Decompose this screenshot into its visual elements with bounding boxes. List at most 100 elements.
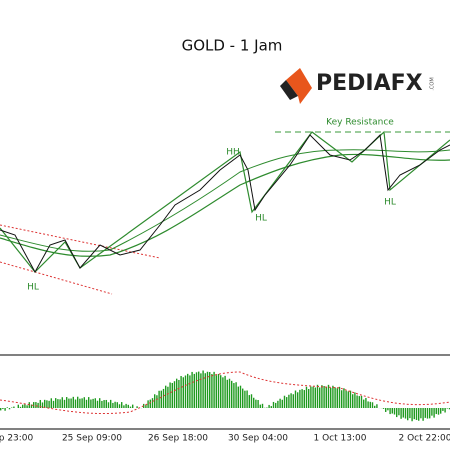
x-tick-label: p 23:00	[0, 434, 34, 444]
histogram-bar	[337, 388, 338, 408]
histogram-bar	[317, 385, 318, 408]
histogram-bar	[169, 382, 170, 408]
histogram-bar	[147, 400, 148, 408]
histogram-bar	[185, 376, 186, 408]
histogram-bar	[367, 401, 368, 408]
histogram-bar	[321, 385, 322, 408]
histogram-bar	[37, 403, 38, 408]
x-tick-label: 30 Sep 04:00	[228, 434, 288, 444]
histogram-bar	[2, 408, 3, 409]
histogram-bar	[18, 405, 19, 408]
histogram-bar	[257, 400, 258, 408]
histogram-bar	[372, 402, 373, 408]
histogram-bar	[341, 390, 342, 408]
histogram-bar	[343, 388, 344, 408]
histogram-bar	[396, 408, 397, 417]
histogram-bar	[161, 391, 162, 408]
histogram-bar	[42, 402, 43, 408]
histogram-bar	[68, 399, 69, 408]
histogram-bar	[389, 408, 390, 414]
histogram-bar	[88, 397, 89, 408]
histogram-bar	[306, 387, 307, 408]
histogram-bar	[323, 386, 324, 408]
histogram-bar	[277, 401, 278, 408]
histogram-bar	[385, 408, 386, 412]
histogram-bar	[268, 405, 269, 408]
histogram-bar	[436, 408, 437, 414]
histogram-bar	[260, 405, 261, 408]
histogram-bar	[70, 399, 71, 408]
histogram-bar	[101, 401, 102, 408]
x-tick-label: 1 Oct 13:00	[314, 434, 367, 444]
histogram-bar	[13, 407, 14, 408]
histogram-bar	[288, 395, 289, 408]
histogram-bar	[328, 385, 329, 408]
histogram-bar	[0, 408, 1, 410]
histogram-bar	[227, 380, 228, 408]
histogram-bar	[363, 400, 364, 408]
histogram-bar	[128, 405, 129, 408]
histogram-bar	[246, 390, 247, 408]
histogram-bar	[187, 374, 188, 408]
histogram-bar	[304, 390, 305, 408]
histogram-bar	[163, 389, 164, 408]
histogram-bar	[383, 408, 384, 409]
histogram-bar	[202, 371, 203, 408]
x-tick-label: 25 Sep 09:00	[62, 434, 122, 444]
logo-suffix: .COM	[430, 77, 436, 90]
histogram-bar	[297, 392, 298, 408]
x-tick-label: 26 Sep 18:00	[148, 434, 208, 444]
histogram-bar	[438, 408, 439, 415]
histogram-bar	[194, 374, 195, 408]
histogram-bar	[44, 400, 45, 408]
histogram-bar	[103, 400, 104, 408]
histogram-bar	[73, 397, 74, 408]
histogram-bar	[48, 401, 49, 408]
histogram-bar	[123, 405, 124, 408]
histogram-bar	[205, 373, 206, 408]
histogram-bar	[110, 400, 111, 408]
histogram-bar	[365, 398, 366, 408]
histogram-bar	[255, 400, 256, 408]
histogram-bar	[86, 400, 87, 408]
histogram-bar	[152, 398, 153, 408]
histogram-bar	[84, 397, 85, 408]
histogram-bar	[150, 400, 151, 408]
histogram-bar	[403, 408, 404, 418]
histogram-bar	[112, 403, 113, 408]
histogram-bar	[222, 377, 223, 408]
histogram-bar	[224, 376, 225, 408]
histogram-bar	[290, 393, 291, 408]
histogram-bar	[79, 399, 80, 408]
histogram-bar	[370, 402, 371, 408]
histogram-bar	[299, 390, 300, 408]
histogram-bar	[284, 396, 285, 408]
histogram-bar	[55, 398, 56, 408]
histogram-bar	[229, 379, 230, 408]
histogram-bar	[352, 394, 353, 408]
histogram-bar	[447, 408, 448, 409]
histogram-bar	[359, 396, 360, 408]
histogram-bar	[218, 374, 219, 408]
histogram-bar	[117, 402, 118, 408]
histogram-bar	[356, 395, 357, 408]
histogram-bar	[392, 408, 393, 414]
histogram-bar	[442, 408, 443, 411]
histogram-bar	[282, 400, 283, 408]
histogram-bar	[165, 386, 166, 408]
histogram-bar	[66, 397, 67, 408]
histogram-bar	[315, 388, 316, 408]
x-tick-label: 2 Oct 22:00	[399, 434, 450, 444]
histogram-bar	[249, 395, 250, 408]
histogram-bar	[345, 391, 346, 408]
histogram-bar	[191, 372, 192, 408]
annotation: HH	[226, 148, 240, 158]
chart-title: GOLD - 1 Jam	[182, 37, 283, 55]
histogram-bar	[398, 408, 399, 415]
histogram-bar	[431, 408, 432, 416]
histogram-bar	[167, 387, 168, 408]
histogram-bar	[46, 400, 47, 408]
histogram-bar	[213, 372, 214, 408]
histogram-bar	[414, 408, 415, 419]
